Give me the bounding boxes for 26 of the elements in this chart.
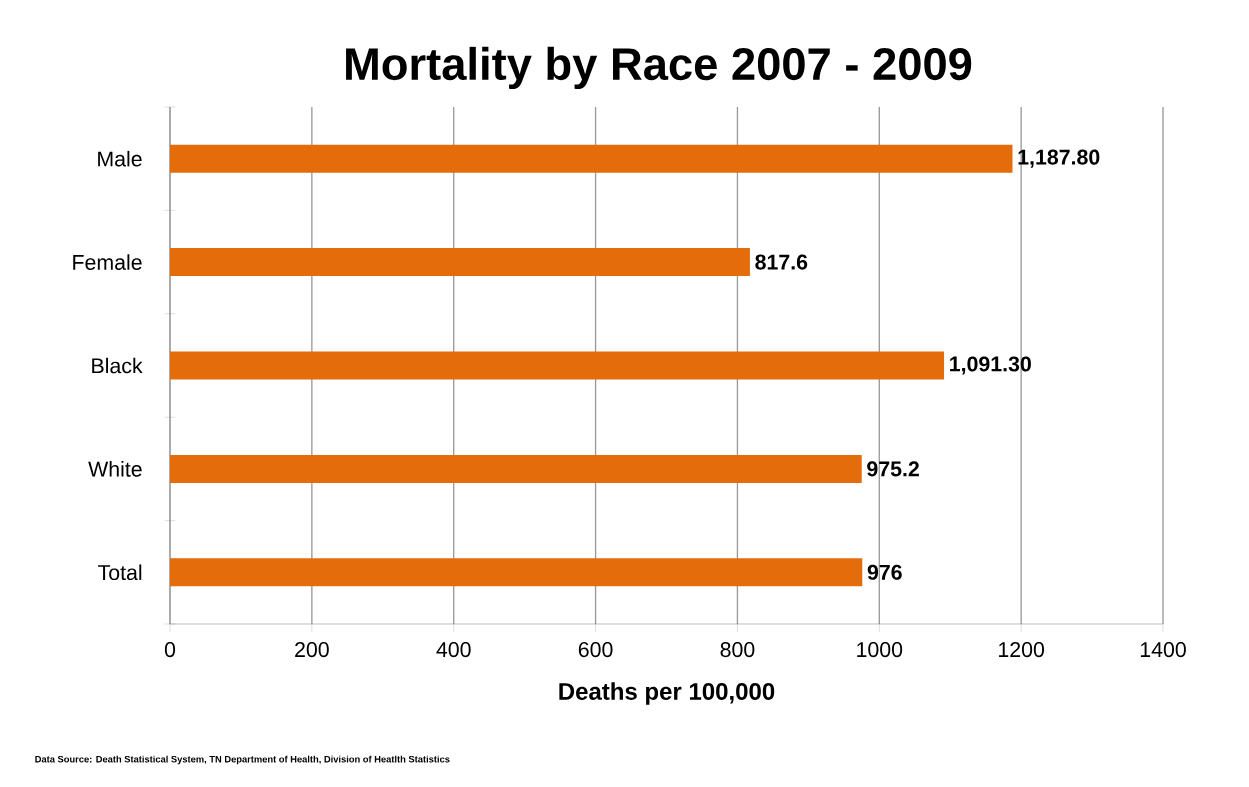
x-tick-label: 600 xyxy=(578,642,613,658)
data-label: 976 xyxy=(867,564,902,580)
x-tick-label: 1400 xyxy=(1140,642,1186,658)
source-note: Data Source: Death Statistical System, TN Department of Health, Division of Heatlth Statistics xyxy=(35,755,450,765)
y-tick-label: Female xyxy=(73,254,142,270)
x-axis-title: Deaths per 100,000 xyxy=(559,682,775,705)
x-tick-label: 400 xyxy=(436,642,471,658)
y-tick-label: Black xyxy=(92,357,143,374)
bar xyxy=(170,558,863,587)
data-label: 1,187.80 xyxy=(1018,149,1100,168)
bar xyxy=(170,248,750,277)
bar xyxy=(170,351,945,380)
x-tick-label: 1200 xyxy=(999,642,1045,658)
chart-title: Mortality by Race 2007 - 2009 xyxy=(346,46,972,90)
data-label: 817.6 xyxy=(755,254,808,270)
bar xyxy=(170,454,862,483)
bar xyxy=(170,144,1013,173)
x-tick-label: 800 xyxy=(720,642,755,658)
y-tick-label: Total xyxy=(98,564,142,581)
y-tick-label: Male xyxy=(98,150,142,167)
y-tick-label: White xyxy=(88,461,142,477)
x-tick-label: 1000 xyxy=(857,642,903,658)
data-label: 1,091.30 xyxy=(950,356,1031,375)
x-tick-label: 200 xyxy=(295,642,329,658)
data-label: 975.2 xyxy=(867,461,919,477)
x-tick-label: 0 xyxy=(164,642,176,658)
